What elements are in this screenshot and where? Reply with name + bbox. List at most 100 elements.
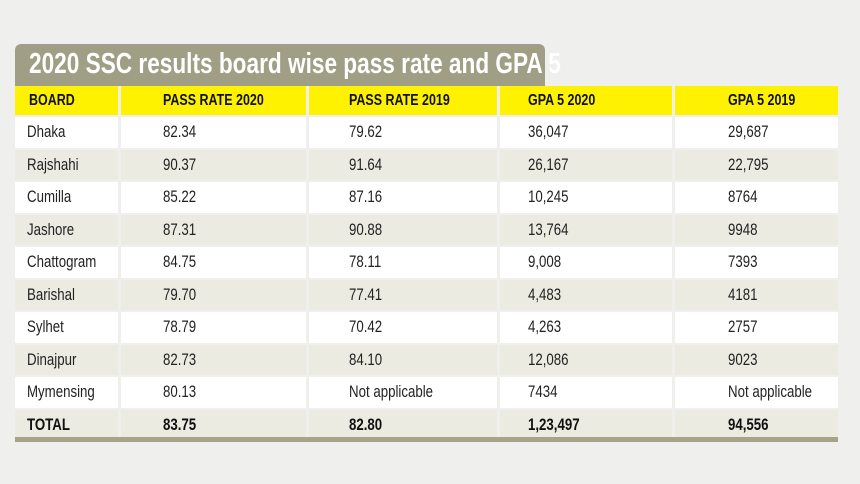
cell-text: Jashore [27, 219, 75, 239]
table-cell: 82.80 [309, 409, 497, 440]
table-cell: Dinajpur [15, 344, 118, 375]
total-row: TOTAL 83.75 82.80 1,23,497 94,556 [15, 409, 838, 440]
cell-text: 84.75 [163, 252, 197, 272]
cell-text: 90.37 [163, 154, 197, 174]
table-cell: 10,245 [500, 182, 672, 213]
table-cell: Not applicable [309, 377, 497, 408]
cell-text: 70.42 [349, 317, 383, 337]
table-cell: BOARD [15, 86, 118, 115]
table-cell: 91.64 [309, 149, 497, 180]
table-cell: TOTAL [15, 409, 118, 440]
cell-text: Not applicable [728, 382, 813, 402]
table-cell: 80.13 [121, 377, 306, 408]
cell-text: 7393 [728, 252, 758, 272]
cell-text: 87.31 [163, 219, 197, 239]
table-cell: 29,687 [675, 117, 838, 148]
table-cell: 85.22 [121, 182, 306, 213]
cell-text: Not applicable [349, 382, 434, 402]
table-cell: 77.41 [309, 279, 497, 310]
cell-text: 84.10 [349, 349, 383, 369]
cell-text: 12,086 [528, 349, 569, 369]
cell-text: 82.34 [163, 122, 197, 142]
cell-text: 82.73 [163, 349, 197, 369]
table-cell: 26,167 [500, 149, 672, 180]
table-cell: 8764 [675, 182, 838, 213]
cell-text: 79.62 [349, 122, 383, 142]
table-cell: Chattogram [15, 247, 118, 278]
cell-text: 2757 [728, 317, 758, 337]
table-cell: 83.75 [121, 409, 306, 440]
cell-text: 4,483 [528, 284, 562, 304]
cell-text: Chattogram [27, 252, 97, 272]
cell-text: 80.13 [163, 382, 197, 402]
table-cell: Cumilla [15, 182, 118, 213]
table-cell: 7393 [675, 247, 838, 278]
table-cell: 7434 [500, 377, 672, 408]
table-cell: 70.42 [309, 312, 497, 343]
cell-text: Cumilla [27, 187, 72, 207]
cell-text: 77.41 [349, 284, 383, 304]
table-cell: 12,086 [500, 344, 672, 375]
cell-text: 4181 [728, 284, 758, 304]
table-cell: Not applicable [675, 377, 838, 408]
cell-text: 85.22 [163, 187, 197, 207]
table-cell: 78.11 [309, 247, 497, 278]
table-cell: 84.75 [121, 247, 306, 278]
cell-text: 83.75 [163, 414, 197, 434]
header-row: BOARD PASS RATE 2020 PASS RATE 2019 GPA 5 2… [15, 86, 838, 115]
table-cell: Dhaka [15, 117, 118, 148]
cell-text: GPA 5 2020 [528, 91, 596, 109]
table-cell: 9023 [675, 344, 838, 375]
table-cell: 82.73 [121, 344, 306, 375]
cell-text: 9948 [728, 219, 758, 239]
table-row: Dinajpur 82.73 84.10 12,086 9023 [15, 344, 838, 375]
cell-text: 78.11 [349, 252, 382, 272]
table-cell: 13,764 [500, 214, 672, 245]
cell-text: 8764 [728, 187, 758, 207]
cell-text: 36,047 [528, 122, 569, 142]
cell-text: 4,263 [528, 317, 562, 337]
table-cell: 9,008 [500, 247, 672, 278]
cell-text: 13,764 [528, 219, 569, 239]
table-cell: 90.37 [121, 149, 306, 180]
table-row: Mymensing 80.13 Not applicable 7434 Not appl… [15, 377, 838, 408]
cell-text: 22,795 [728, 154, 769, 174]
cell-text: 79.70 [163, 284, 197, 304]
table-cell: GPA 5 2019 [675, 86, 838, 115]
table-cell: Jashore [15, 214, 118, 245]
cell-text: Dhaka [27, 122, 66, 142]
table-cell: PASS RATE 2019 [309, 86, 497, 115]
cell-text: 9,008 [528, 252, 562, 272]
table-cell: 2757 [675, 312, 838, 343]
cell-text: 26,167 [528, 154, 569, 174]
table-cell: 90.88 [309, 214, 497, 245]
cell-text: Dinajpur [27, 349, 77, 369]
table-cell: 4181 [675, 279, 838, 310]
table-cell: 87.16 [309, 182, 497, 213]
table-cell: Sylhet [15, 312, 118, 343]
cell-text: 10,245 [528, 187, 569, 207]
cell-text: 94,556 [728, 414, 769, 434]
table-row: Cumilla 85.22 87.16 10,245 8764 [15, 182, 838, 213]
table-row: Barishal 79.70 77.41 4,483 4181 [15, 279, 838, 310]
table-bottom-border [15, 437, 838, 442]
cell-text: PASS RATE 2019 [349, 91, 450, 109]
table-cell: 87.31 [121, 214, 306, 245]
results-table: BOARD PASS RATE 2020 PASS RATE 2019 GPA 5 2… [15, 86, 838, 442]
table-row: Sylhet 78.79 70.42 4,263 2757 [15, 312, 838, 343]
cell-text: 29,687 [728, 122, 769, 142]
table-cell: 4,483 [500, 279, 672, 310]
table-cell: 1,23,497 [500, 409, 672, 440]
table-cell: 36,047 [500, 117, 672, 148]
table-cell: Mymensing [15, 377, 118, 408]
table-row: Chattogram 84.75 78.11 9,008 7393 [15, 247, 838, 278]
cell-text: 78.79 [163, 317, 197, 337]
cell-text: 1,23,497 [528, 414, 580, 434]
table-cell: 9948 [675, 214, 838, 245]
cell-text: 91.64 [349, 154, 383, 174]
table-cell: 22,795 [675, 149, 838, 180]
table-title: 2020 SSC results board wise pass rate an… [15, 44, 561, 86]
cell-text: Barishal [27, 284, 75, 304]
cell-text: 82.80 [349, 414, 383, 434]
table-row: Jashore 87.31 90.88 13,764 9948 [15, 214, 838, 245]
